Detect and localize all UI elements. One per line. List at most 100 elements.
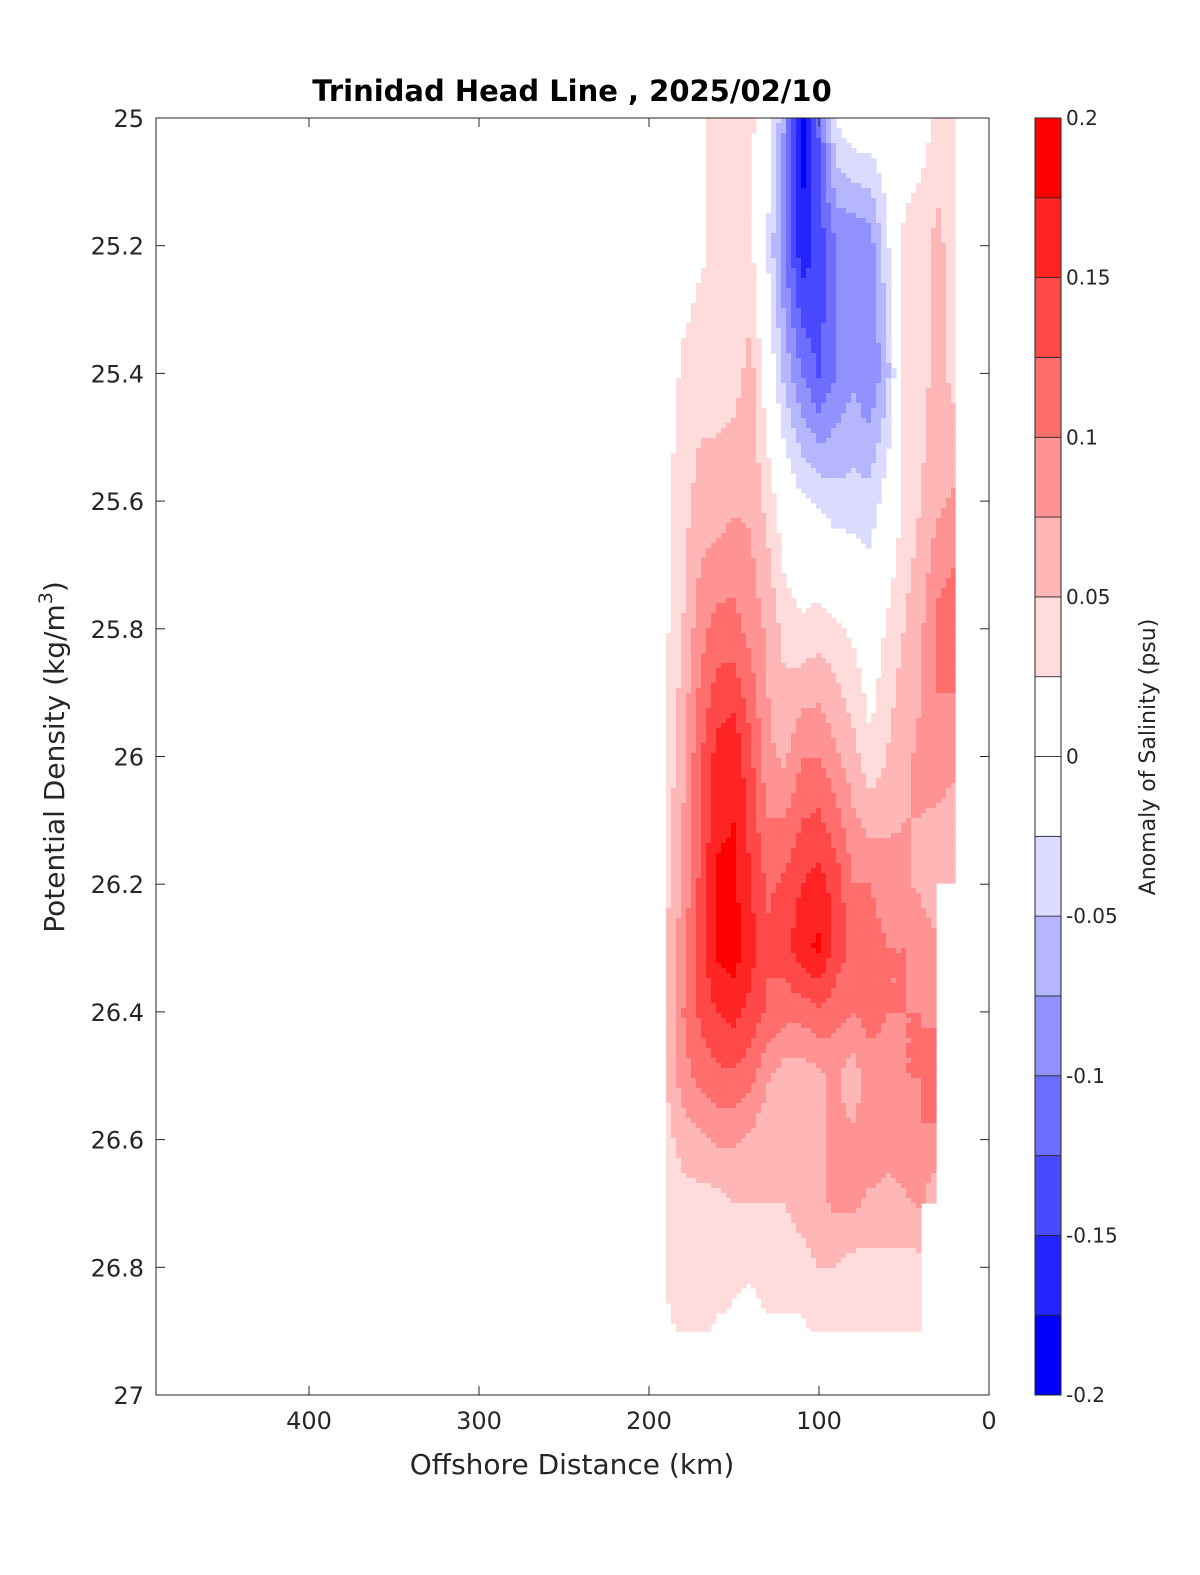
contour-cell <box>731 528 737 534</box>
contour-cell <box>781 123 787 129</box>
contour-cell <box>866 178 872 184</box>
contour-cell <box>731 638 737 644</box>
contour-cell <box>686 578 692 584</box>
contour-cell <box>921 323 927 329</box>
contour-cell <box>796 658 802 664</box>
contour-cell <box>816 348 822 354</box>
contour-cell <box>906 443 912 449</box>
contour-cell <box>671 523 677 529</box>
contour-cell <box>911 443 917 449</box>
contour-cell <box>941 178 947 184</box>
contour-cell <box>866 233 872 239</box>
contour-cell <box>841 148 847 154</box>
contour-cell <box>871 468 877 474</box>
contour-cell <box>931 428 937 434</box>
contour-cell <box>931 473 937 479</box>
contour-cell <box>946 613 952 619</box>
contour-cell <box>951 598 956 604</box>
contour-cell <box>711 238 717 244</box>
contour-cell <box>881 193 887 199</box>
contour-cell <box>791 363 797 369</box>
contour-cell <box>816 278 822 284</box>
contour-cell <box>876 313 882 319</box>
contour-cell <box>866 543 872 549</box>
contour-cell <box>866 303 872 309</box>
contour-cell <box>741 608 747 614</box>
contour-cell <box>696 403 702 409</box>
contour-cell <box>731 378 737 384</box>
contour-cell <box>881 388 887 394</box>
contour-cell <box>791 283 797 289</box>
contour-cell <box>831 658 837 664</box>
contour-cell <box>846 268 852 274</box>
contour-cell <box>946 208 952 214</box>
contour-cell <box>771 633 777 639</box>
contour-cell <box>736 473 742 479</box>
contour-cell <box>706 493 712 499</box>
contour-cell <box>771 643 777 649</box>
contour-cell <box>771 123 777 129</box>
contour-cell <box>741 273 747 279</box>
contour-cell <box>776 323 782 329</box>
contour-cell <box>926 158 932 164</box>
contour-cell <box>741 148 747 154</box>
contour-cell <box>731 333 737 339</box>
contour-cell <box>811 318 817 324</box>
contour-cell <box>791 643 797 649</box>
contour-cell <box>921 568 927 574</box>
contour-cell <box>706 323 712 329</box>
contour-cell <box>901 573 907 579</box>
contour-cell <box>851 518 857 524</box>
contour-cell <box>936 538 942 544</box>
contour-cell <box>746 228 752 234</box>
contour-cell <box>721 228 727 234</box>
contour-cell <box>886 383 892 389</box>
contour-cell <box>946 198 952 204</box>
contour-cell <box>766 563 772 569</box>
contour-cell <box>736 258 742 264</box>
contour-cell <box>766 463 772 469</box>
contour-cell <box>716 528 722 534</box>
contour-cell <box>786 438 792 444</box>
contour-cell <box>726 173 732 179</box>
contour-cell <box>951 648 956 654</box>
contour-cell <box>931 203 937 209</box>
contour-cell <box>701 418 707 424</box>
contour-cell <box>796 208 802 214</box>
contour-cell <box>911 568 917 574</box>
contour-cell <box>901 483 907 489</box>
contour-cell <box>811 268 817 274</box>
contour-cell <box>806 458 812 464</box>
contour-cell <box>796 308 802 314</box>
contour-cell <box>781 638 787 644</box>
contour-cell <box>941 403 947 409</box>
contour-cell <box>711 358 717 364</box>
contour-cell <box>771 548 777 554</box>
contour-cell <box>946 628 952 634</box>
contour-cell <box>721 538 727 544</box>
contour-cell <box>711 558 717 564</box>
contour-cell <box>756 393 762 399</box>
contour-cell <box>876 403 882 409</box>
contour-cell <box>771 153 777 159</box>
contour-cell <box>931 248 937 254</box>
contour-cell <box>716 503 722 509</box>
contour-cell <box>881 438 887 444</box>
contour-cell <box>716 633 722 639</box>
contour-cell <box>856 463 862 469</box>
contour-cell <box>746 458 752 464</box>
contour-cell <box>706 633 712 639</box>
contour-cell <box>796 128 802 134</box>
contour-cell <box>946 388 952 394</box>
contour-cell <box>871 303 877 309</box>
contour-cell <box>881 258 887 264</box>
contour-cell <box>696 623 702 629</box>
contour-cell <box>691 598 697 604</box>
contour-cell <box>676 408 682 414</box>
contour-cell <box>781 363 787 369</box>
contour-cell <box>866 378 872 384</box>
contour-cell <box>741 218 747 224</box>
contour-cell <box>781 643 787 649</box>
contour-cell <box>776 188 782 194</box>
contour-cell <box>821 438 827 444</box>
